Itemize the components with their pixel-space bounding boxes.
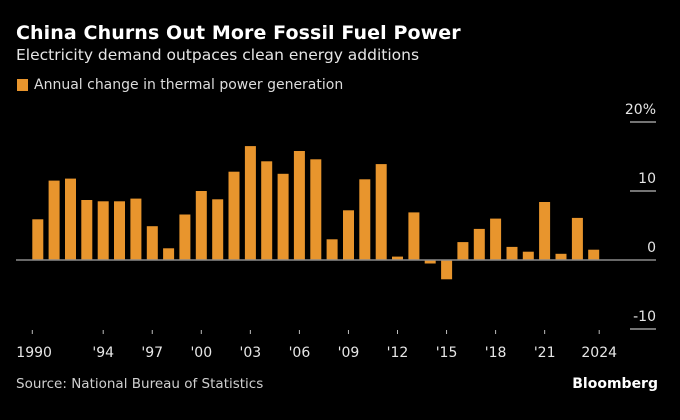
chart-subtitle: Electricity demand outpaces clean energy…	[16, 46, 420, 64]
bloomberg-logo: Bloomberg	[572, 376, 658, 392]
bar-1994	[97, 201, 109, 260]
legend-label: Annual change in thermal power generatio…	[34, 77, 344, 93]
bar-2017	[473, 228, 485, 260]
bar-1990	[32, 219, 44, 260]
bar-2010	[359, 179, 371, 260]
x-tick-label: '03	[240, 345, 262, 361]
bar-2016	[457, 242, 469, 260]
bar-2011	[375, 164, 387, 260]
bar-1991	[48, 180, 60, 260]
bar-2003	[244, 146, 256, 260]
x-tick-label: '21	[534, 345, 556, 361]
bar-2021	[539, 202, 551, 260]
x-tick-label: 1990	[16, 345, 52, 361]
bar-2002	[228, 171, 240, 260]
bar-2000	[195, 191, 207, 260]
y-tick-label: -10	[633, 309, 656, 325]
bar-2024	[588, 249, 600, 261]
x-tick-label: '94	[92, 345, 114, 361]
bar-1993	[81, 200, 93, 260]
bar-1996	[130, 198, 142, 260]
bar-2020	[522, 251, 534, 260]
x-tick-label: '12	[387, 345, 409, 361]
bar-2001	[212, 199, 224, 260]
y-tick-label: 20%	[625, 102, 656, 118]
bar-2019	[506, 246, 518, 260]
bar-2012	[392, 256, 403, 261]
x-tick-label: '06	[289, 345, 311, 361]
legend-swatch-icon	[17, 79, 28, 91]
bar-2018	[490, 218, 502, 260]
x-tick-label: '18	[485, 345, 507, 361]
x-tick-label: '15	[436, 345, 458, 361]
x-tick-label: '00	[190, 345, 212, 361]
bar-1999	[179, 214, 191, 260]
y-tick-label: 0	[647, 240, 656, 256]
bar-2009	[343, 210, 354, 260]
x-axis: 1990 '94 '97 '00 '03 '06 '09 '12 '15 '18 '21 2024	[16, 330, 617, 361]
y-tick-label: 10	[638, 171, 656, 187]
bar-1995	[114, 201, 125, 260]
bar-2008	[326, 239, 338, 260]
y-axis: 20% 10 0 -10	[625, 102, 656, 330]
x-tick-label: '09	[338, 345, 360, 361]
bar-1998	[163, 248, 175, 260]
bar-2023	[571, 217, 583, 260]
bar-2006	[293, 151, 305, 260]
bar-2005	[277, 173, 289, 261]
x-tick-label: 2024	[581, 345, 617, 361]
bar-2004	[261, 161, 273, 260]
bars	[32, 146, 600, 280]
bar-2007	[310, 159, 322, 260]
source-note: Source: National Bureau of Statistics	[16, 376, 264, 392]
bar-2013	[408, 212, 420, 260]
legend: Annual change in thermal power generatio…	[17, 77, 343, 93]
x-tick-label: '97	[141, 345, 163, 361]
chart-title: China Churns Out More Fossil Fuel Power	[16, 22, 461, 44]
bar-2014	[424, 260, 436, 264]
bar-1997	[146, 226, 158, 260]
bar-1992	[65, 178, 76, 260]
bar-2022	[555, 253, 567, 260]
bar-2015	[441, 260, 453, 280]
